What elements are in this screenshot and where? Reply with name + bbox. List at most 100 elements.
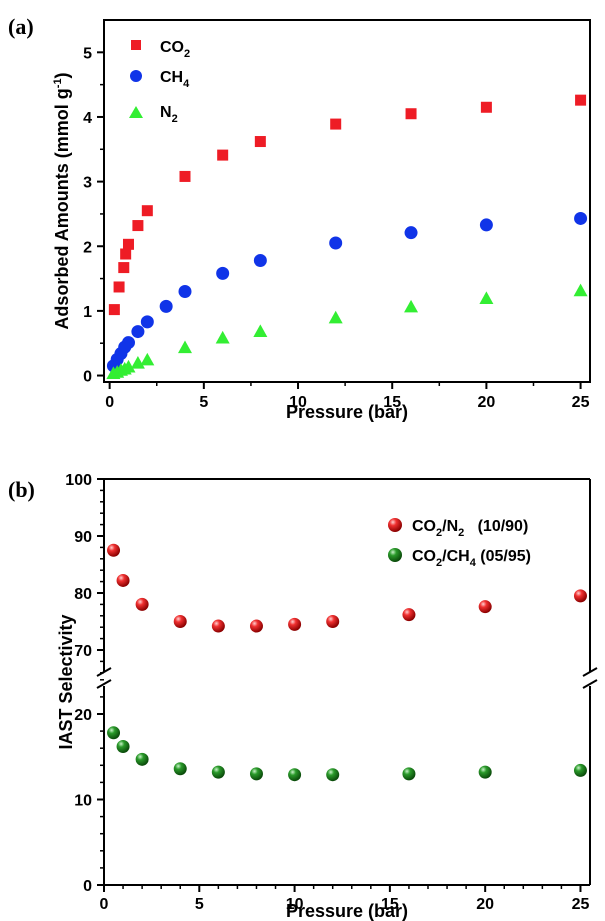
panel-a-points [106,94,588,379]
point-ch4 [216,266,230,280]
point-ch4 [140,315,154,329]
point-n2 [479,291,494,305]
point-co2-n2 [288,617,302,631]
point-co2-ch4 [249,767,263,781]
point-co2-ch4 [116,739,130,753]
point-ch4 [329,236,343,250]
point-ch4 [131,325,145,339]
point-co2-n2 [173,615,187,628]
x-tick-label: 5 [195,896,204,913]
point-co2-ch4 [288,768,302,782]
panel-b-points [107,543,587,782]
legend-co2-marker [131,40,141,50]
x-tick-label: 20 [477,394,495,411]
point-co2-ch4 [135,752,149,766]
point-n2 [253,324,268,337]
point-co2 [330,118,342,130]
y-tick-label: 4 [83,110,92,127]
point-co2-n2 [249,619,263,633]
point-co2 [179,170,191,182]
point-co2 [480,101,492,113]
point-co2-n2 [135,597,149,611]
x-tick-label: 15 [381,896,399,913]
legend-co2-n2-label: CO2/N2 (10/90) [412,518,528,539]
point-n2 [130,356,145,369]
legend-n2-marker [129,106,143,118]
panel-a-x-axis-title: Pressure (bar) [286,402,408,422]
point-co2-n2 [116,573,130,587]
point-ch4 [253,253,267,267]
panel-a: (a) 0 5 10 15 20 25 0 1 2 3 4 5 Pressure (bar) Adso… [8,14,591,422]
point-ch4 [574,211,588,225]
point-co2-n2 [326,615,340,628]
y-tick-label: 100 [65,472,92,489]
point-co2-n2 [402,608,416,622]
x-tick-label: 20 [476,896,494,913]
y-tick-label: 20 [74,707,92,724]
x-tick-label: 10 [289,394,307,411]
point-ch4 [178,285,192,298]
panel-a-y-axis-title: Adsorbed Amounts (mmol g-1) [52,72,72,329]
panel-b-label: (b) [8,477,35,502]
point-co2 [405,108,417,120]
y-tick-label: 80 [74,586,92,603]
point-n2 [215,330,230,344]
point-co2-ch4 [573,763,587,777]
point-ch4 [159,299,173,313]
axis-break-marks [96,667,598,689]
point-co2-n2 [211,619,225,633]
point-co2-n2 [573,589,587,603]
panel-a-frame [103,19,591,383]
panel-a-ticks [97,51,582,389]
y-tick-label: 10 [74,793,92,810]
point-co2-n2 [478,600,492,614]
point-co2 [217,149,229,161]
panel-b-ticks [97,478,582,892]
y-tick-label: 1 [83,304,92,321]
point-co2-ch4 [107,726,121,740]
point-co2-ch4 [211,765,225,779]
point-co2 [118,262,130,274]
x-tick-label: 5 [199,394,208,411]
y-tick-label: 5 [83,45,92,62]
point-co2 [254,136,266,148]
point-n2 [121,359,136,373]
point-co2-n2 [107,543,121,557]
legend-co2-ch4-marker [388,548,402,562]
x-tick-label: 25 [572,896,590,913]
panel-a-legend: CO2 CH4 N2 [129,39,190,125]
point-n2 [140,352,155,366]
legend-co2-ch4-label: CO2/CH4 (05/95) [412,548,531,569]
point-co2 [122,238,134,250]
point-ch4 [479,218,493,232]
y-tick-label: 70 [74,643,92,660]
point-ch4 [121,336,135,350]
y-tick-label: 2 [83,239,92,256]
point-co2 [575,94,587,106]
point-co2 [132,220,144,232]
panel-a-tick-labels: 0 5 10 15 20 25 0 1 2 3 4 5 [83,45,589,411]
x-tick-label: 0 [105,394,114,411]
point-co2 [108,304,120,316]
point-co2 [120,248,132,260]
legend-co2-n2-marker [388,518,402,532]
panel-b: (b) 0 5 10 15 20 25 0 10 20 70 80 90 100 Pressure (b… [8,472,598,921]
y-tick-label: 3 [83,175,92,192]
point-n2 [404,299,419,313]
panel-b-legend: CO2/N2 (10/90) CO2/CH4 (05/95) [388,518,531,569]
point-co2-ch4 [326,768,340,782]
legend-n2-label: N2 [160,104,178,125]
panel-b-y-axis-title: IAST Selectivity [56,614,76,749]
x-tick-label: 15 [383,394,401,411]
point-co2-ch4 [173,762,187,776]
point-co2 [141,205,153,217]
point-co2-ch4 [402,767,416,781]
point-n2 [573,283,588,297]
point-n2 [178,340,192,354]
point-n2 [328,310,343,324]
legend-ch4-marker [130,70,142,82]
y-tick-label: 0 [83,369,92,386]
x-tick-label: 25 [572,394,590,411]
point-ch4 [404,226,418,240]
